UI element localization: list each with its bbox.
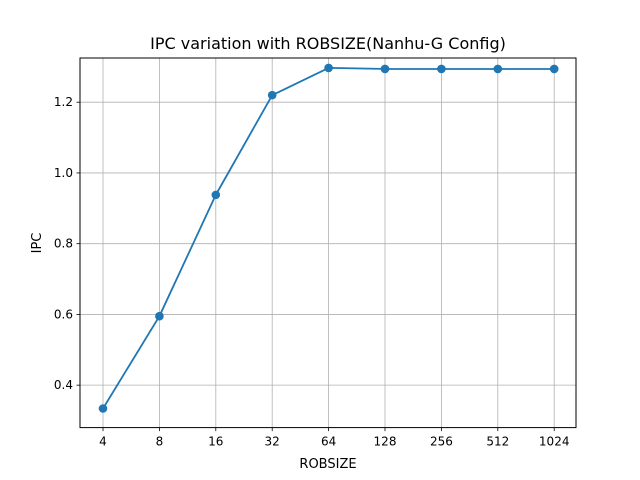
data-point [98, 404, 108, 413]
data-point [267, 90, 277, 100]
x-tick-label: 64 [321, 435, 336, 449]
x-tick-label: 16 [208, 435, 223, 449]
data-point [211, 190, 221, 200]
y-tick-label: 1.2 [54, 95, 73, 109]
x-tick-label: 128 [374, 435, 397, 449]
y-tick-label: 0.6 [54, 307, 73, 321]
chart-title: IPC variation with ROBSIZE(Nanhu-G Confi… [150, 34, 506, 53]
y-tick-label: 1.0 [54, 166, 73, 180]
x-axis-label: ROBSIZE [299, 457, 356, 472]
data-point [324, 63, 333, 73]
x-tick-label: 256 [430, 435, 453, 449]
plot-frame [79, 57, 577, 429]
x-tick-label: 512 [486, 435, 509, 449]
grid-lines [80, 58, 576, 428]
x-tick-label: 32 [265, 435, 280, 449]
data-point [493, 64, 503, 74]
series-layer [98, 63, 559, 413]
data-point [155, 311, 164, 321]
data-point [549, 64, 559, 74]
ticks-layer: 4 8 16 32 64 128 256 512 1024 0.4 0.6 0.8 1.0 1.2 [54, 95, 570, 448]
x-tick-label: 8 [156, 435, 164, 449]
y-tick-label: 0.4 [54, 378, 73, 392]
y-tick-label: 0.8 [54, 237, 73, 251]
data-point [380, 64, 390, 74]
x-tick-label: 1024 [539, 435, 570, 449]
x-tick-label: 4 [99, 435, 107, 449]
data-point [437, 64, 446, 74]
y-axis-label: IPC [30, 233, 45, 254]
